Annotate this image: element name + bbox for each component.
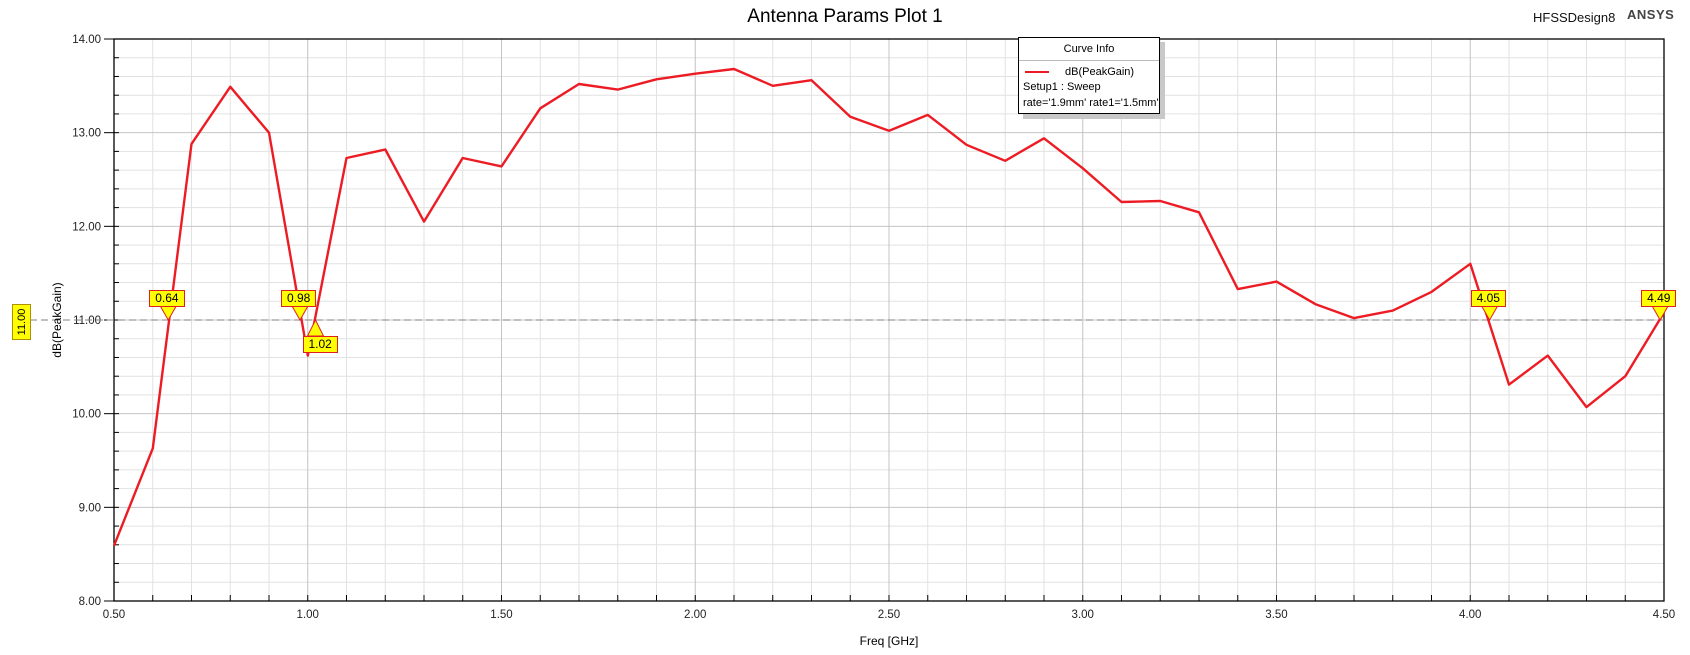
marker-pointers (159, 305, 1669, 337)
legend-params: rate='1.9mm' rate1='1.5mm' (1023, 97, 1159, 109)
svg-text:10.00: 10.00 (72, 409, 101, 421)
svg-text:0.50: 0.50 (103, 609, 125, 621)
marker-0-98[interactable]: 0.98 (281, 290, 317, 307)
legend-setup: Setup1 : Sweep (1023, 81, 1101, 93)
svg-text:1.50: 1.50 (490, 609, 512, 621)
legend-title: Curve Info (1019, 38, 1159, 61)
svg-text:11.00: 11.00 (73, 315, 101, 327)
marker-0-64[interactable]: 0.64 (149, 290, 185, 307)
brand-logo: ANSYS (1627, 7, 1675, 22)
reference-line-value-badge[interactable]: 11.00 (12, 304, 31, 340)
marker-label: 4.05 (1470, 290, 1506, 307)
marker-4-49[interactable]: 4.49 (1641, 290, 1677, 307)
marker-4-05[interactable]: 4.05 (1470, 290, 1506, 307)
marker-1-02[interactable]: 1.02 (302, 336, 338, 353)
svg-text:2.50: 2.50 (878, 609, 900, 621)
data-curve[interactable] (112, 67, 1666, 547)
svg-text:14.00: 14.00 (72, 34, 101, 46)
svg-text:4.00: 4.00 (1459, 609, 1481, 621)
svg-text:12.00: 12.00 (72, 221, 101, 233)
svg-text:3.00: 3.00 (1072, 609, 1094, 621)
svg-text:1.00: 1.00 (297, 609, 319, 621)
svg-text:3.50: 3.50 (1265, 609, 1287, 621)
chart-title: Antenna Params Plot 1 (747, 6, 943, 27)
svg-text:4.50: 4.50 (1653, 609, 1675, 621)
svg-text:8.00: 8.00 (79, 596, 101, 608)
y-axis-label: dB(PeakGain) (50, 282, 64, 358)
legend-series-label: dB(PeakGain) (1065, 65, 1135, 78)
design-name: HFSSDesign8 (1533, 10, 1616, 25)
marker-label: 4.49 (1641, 290, 1677, 307)
x-axis-label: Freq [GHz] (859, 634, 919, 648)
curve-info-legend[interactable]: Curve Info dB(PeakGain) Setup1 : Sweep r… (1018, 37, 1160, 114)
marker-label: 0.64 (149, 290, 185, 307)
marker-label: 0.98 (281, 290, 317, 307)
series-color-swatch (1025, 70, 1049, 73)
svg-text:2.00: 2.00 (684, 609, 706, 621)
marker-label: 1.02 (302, 336, 338, 353)
tick-labels: 0.50 1.00 1.50 2.00 2.50 3.00 3.50 4.00 4.50 14.0… (72, 34, 1675, 621)
svg-text:9.00: 9.00 (79, 502, 101, 514)
svg-text:13.00: 13.00 (72, 128, 101, 140)
reference-line-value: 11.00 (15, 308, 28, 336)
legend-entry[interactable]: dB(PeakGain) (1019, 61, 1159, 79)
